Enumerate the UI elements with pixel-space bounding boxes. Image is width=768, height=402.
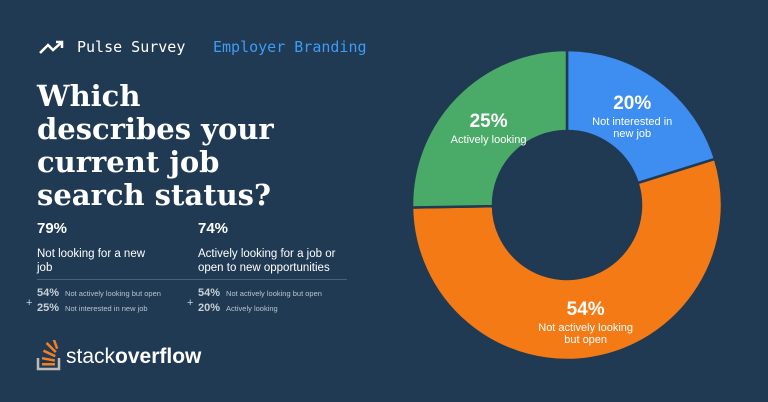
slice-category: Not actively looking but open [538,321,634,346]
breakdown-value: 25% [37,302,60,314]
donut-slice [565,48,717,185]
breakdown: 54% Not actively looking but open [37,287,161,299]
header-topic: Employer Branding [213,38,367,56]
breakdown-label: Actively looking [226,304,278,313]
logo-text: stackoverflow [66,345,201,369]
plus: + [187,297,194,309]
slice-label: 20% Not interested in new job [582,92,682,140]
slice-category: Not interested in new job [592,116,673,141]
breakdown-label: Not actively looking but open [226,289,322,298]
slice-label: 25% Actively looking [439,110,539,146]
breakdown-value: 20% [198,302,221,314]
breakdown-value: 54% [37,287,60,299]
slice-category: Actively looking [450,133,527,146]
divider [37,279,347,280]
breakdown: 20% Actively looking [198,302,278,314]
stat-value: 79% [37,220,68,237]
slice-value: 25% [469,110,508,132]
breakdown: 54% Not actively looking but open [198,287,322,299]
logo-part: stack [66,345,116,368]
slice-value: 20% [613,93,652,115]
slice-value: 54% [566,298,605,320]
breakdown-label: Not interested in new job [65,304,148,313]
question: Which describes your current job search … [37,79,274,212]
donut-slice [410,157,724,362]
donut-slice [410,48,569,209]
stat-block: 74% Actively looking for a job or open t… [198,220,338,275]
header-label: Pulse Survey [77,38,186,56]
logo-icon [36,340,61,371]
breakdown-value: 54% [198,287,221,299]
stat-label: Actively looking for a job or open to ne… [198,248,336,274]
trend-icon [39,40,64,54]
stat-value: 74% [198,220,229,237]
breakdown: 25% Not interested in new job [37,302,148,314]
logo-part: overflow [115,345,202,368]
slice-label: 54% Not actively looking but open [536,298,636,346]
breakdown-label: Not actively looking but open [65,289,161,298]
stat-label: Not looking for a new job [37,248,146,274]
stat-block: 79% Not looking for a new job [37,220,157,275]
plus: + [26,297,33,309]
